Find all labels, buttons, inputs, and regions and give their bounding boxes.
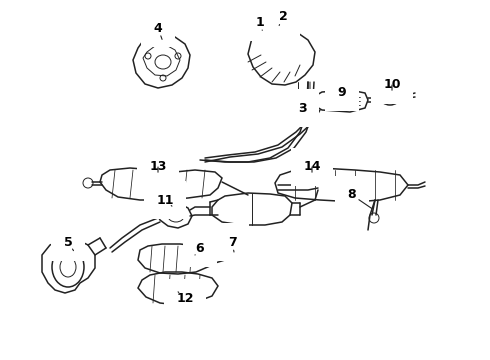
- Text: 14: 14: [303, 161, 321, 174]
- Text: 3: 3: [298, 102, 306, 114]
- Text: 12: 12: [176, 292, 194, 305]
- Text: 5: 5: [64, 235, 73, 248]
- Text: 7: 7: [228, 235, 236, 248]
- Text: 9: 9: [338, 85, 346, 99]
- Text: 2: 2: [279, 10, 287, 23]
- Text: 13: 13: [149, 161, 167, 174]
- Text: 4: 4: [154, 22, 162, 35]
- Text: 1: 1: [256, 15, 265, 28]
- Text: 10: 10: [383, 78, 401, 91]
- Text: 11: 11: [156, 194, 174, 207]
- Text: 6: 6: [196, 242, 204, 255]
- Text: 8: 8: [348, 189, 356, 202]
